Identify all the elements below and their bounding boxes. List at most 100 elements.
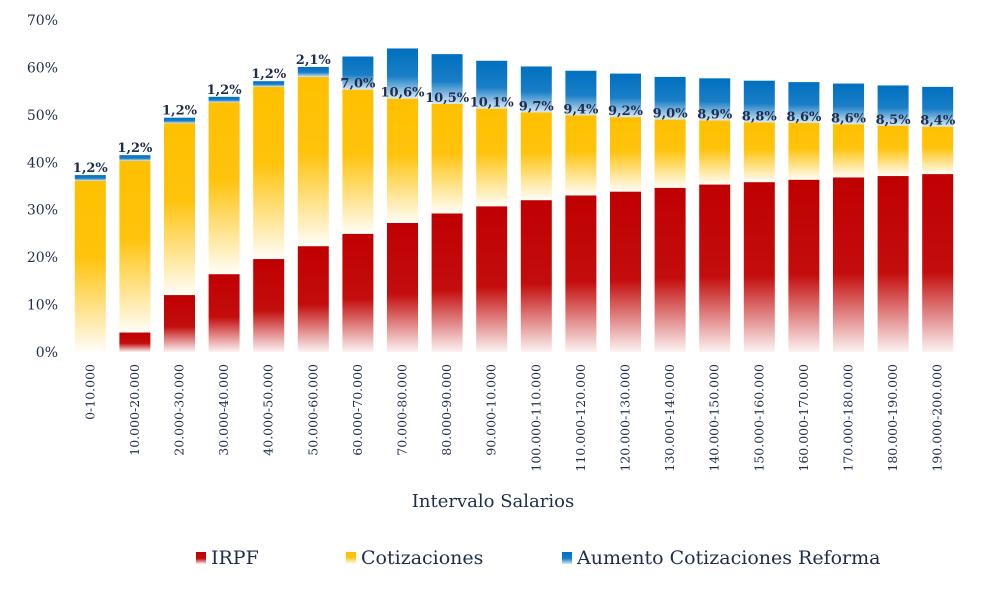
x-tick-label: 120.000-130.000 <box>618 364 633 472</box>
bar-cotizaciones <box>654 119 686 188</box>
bar-aumento-reforma <box>654 76 686 120</box>
x-tick-label: 50.000-60.000 <box>305 364 320 456</box>
bar-aumento-reforma <box>520 66 552 113</box>
x-tick-label: 180.000-190.000 <box>885 364 900 472</box>
bar-cotizaciones <box>342 89 374 234</box>
x-tick-label: 0-10.000 <box>82 364 97 420</box>
bar-aumento-reforma <box>164 117 195 124</box>
bar-irpf <box>520 200 552 352</box>
bar-cotizaciones <box>297 76 329 247</box>
y-tick-label: 70% <box>27 13 58 29</box>
bar-irpf <box>877 176 909 352</box>
legend: IRPF Cotizaciones Aumento Cotizaciones Ref… <box>196 547 880 569</box>
bar-irpf <box>654 187 686 352</box>
bar-cotizaciones <box>565 115 597 196</box>
x-tick-label: 100.000-110.000 <box>528 364 543 472</box>
bar-aumento-reforma <box>74 175 106 181</box>
data-label: 9,0% <box>653 107 689 122</box>
bar-aumento-reforma <box>699 78 731 121</box>
bar-cotizaciones <box>74 180 106 352</box>
x-tick-label: 110.000-120.000 <box>573 364 588 472</box>
x-tick-label: 80.000-90.000 <box>439 364 454 456</box>
x-tick-label: 10.000-20.000 <box>127 364 142 456</box>
bar-cotizaciones <box>788 122 820 180</box>
legend-label: IRPF <box>211 547 259 569</box>
x-tick-label: 130.000-140.000 <box>662 364 677 472</box>
data-labels: 1,2% 1,2% 1,2% 1,2% 1,2% 2,1% 7,0% 10,6% 10,5% 10… <box>73 53 956 176</box>
bar-cotizaciones <box>520 112 552 201</box>
data-label: 1,2% <box>251 67 287 82</box>
bar-irpf <box>743 182 775 352</box>
data-label: 10,6% <box>380 86 425 101</box>
data-label: 8,5% <box>876 113 912 128</box>
y-axis: 0% 10% 20% 30% 40% 50% 60% 70% <box>27 13 58 361</box>
data-label: 9,2% <box>608 104 644 119</box>
legend-label: Aumento Cotizaciones Reforma <box>576 547 880 569</box>
legend-key-cotizaciones <box>346 552 356 564</box>
data-label: 7,0% <box>340 77 376 92</box>
bar-cotizaciones <box>208 102 240 275</box>
bar-aumento-reforma <box>743 80 775 123</box>
x-tick-label: 170.000-180.000 <box>841 364 856 472</box>
bar-aumento-reforma <box>342 56 374 90</box>
data-label: 9,4% <box>563 102 599 117</box>
bar-irpf <box>387 222 418 352</box>
bar-aumento-reforma <box>297 66 329 77</box>
bar-aumento-reforma <box>431 54 463 104</box>
data-label: 2,1% <box>296 53 332 68</box>
bar-irpf <box>922 174 954 352</box>
bar-irpf <box>431 213 463 352</box>
x-tick-label: 140.000-150.000 <box>707 364 722 472</box>
bar-irpf <box>342 233 374 352</box>
x-tick-label: 20.000-30.000 <box>172 364 187 456</box>
bar-aumento-reforma <box>565 70 597 116</box>
bar-cotizaciones <box>610 117 641 192</box>
data-label: 8,6% <box>831 111 867 126</box>
legend-label: Cotizaciones <box>361 547 483 569</box>
data-label: 1,2% <box>207 83 243 98</box>
data-label: 1,2% <box>162 104 198 119</box>
bar-aumento-reforma <box>476 60 508 109</box>
data-label: 1,2% <box>117 141 153 156</box>
bar-cotizaciones <box>699 120 731 185</box>
x-tick-label: 160.000-170.000 <box>796 364 811 472</box>
bars <box>74 48 954 352</box>
x-tick-label: 90.000-10.000 <box>484 364 499 456</box>
data-label: 9,7% <box>519 99 555 114</box>
bar-aumento-reforma <box>119 155 151 161</box>
bar-cotizaciones <box>387 98 418 223</box>
bar-irpf <box>565 195 597 352</box>
bar-aumento-reforma <box>788 82 820 123</box>
x-tick-label: 190.000-200.000 <box>930 364 945 472</box>
x-tick-label: 70.000-80.000 <box>395 364 410 456</box>
data-label: 10,5% <box>425 91 470 106</box>
bar-aumento-reforma <box>922 86 954 127</box>
bar-aumento-reforma <box>208 96 240 103</box>
x-tick-label: 30.000-40.000 <box>216 364 231 456</box>
bar-irpf <box>476 206 508 352</box>
x-tick-label: 60.000-70.000 <box>350 364 365 456</box>
y-tick-label: 30% <box>27 203 58 219</box>
bar-cotizaciones <box>164 123 195 296</box>
x-axis: 0-10.000 10.000-20.000 20.000-30.000 30.000… <box>82 364 944 472</box>
bar-irpf <box>833 177 864 352</box>
data-label: 10,1% <box>470 96 515 111</box>
bar-irpf <box>164 295 195 352</box>
y-tick-label: 20% <box>27 250 58 266</box>
bar-irpf <box>297 246 329 352</box>
bar-aumento-reforma <box>253 81 285 87</box>
bar-cotizaciones <box>877 125 909 177</box>
bar-irpf <box>119 332 151 352</box>
data-label: 8,4% <box>920 114 956 129</box>
bar-cotizaciones <box>476 108 508 207</box>
bar-aumento-reforma <box>833 83 864 125</box>
data-label: 8,9% <box>697 108 733 123</box>
legend-key-irpf <box>196 552 206 564</box>
bar-irpf <box>699 184 731 352</box>
bar-cotizaciones <box>743 122 775 183</box>
data-label: 1,2% <box>73 161 109 176</box>
bar-aumento-reforma <box>610 73 641 118</box>
y-tick-label: 10% <box>27 298 58 314</box>
y-tick-label: 60% <box>27 60 58 76</box>
bar-cotizaciones <box>922 126 954 175</box>
